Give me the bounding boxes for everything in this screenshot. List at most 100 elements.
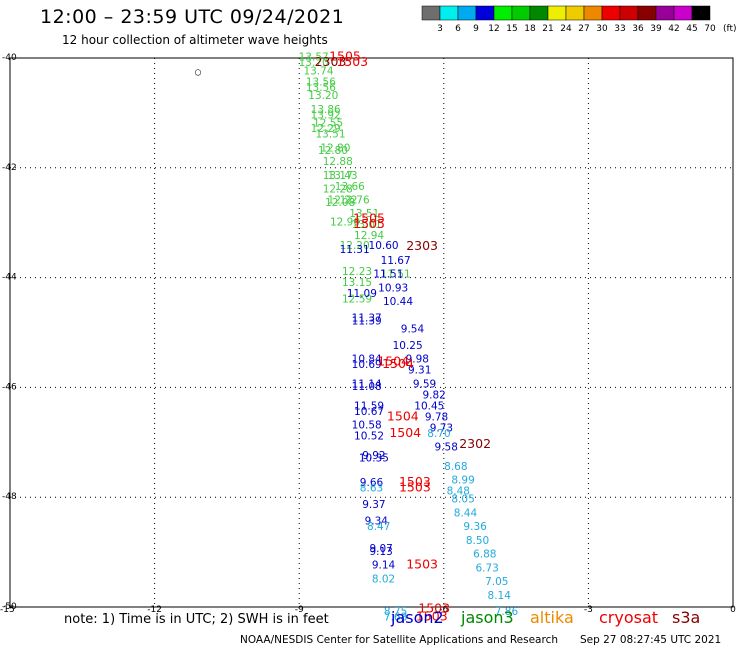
wave-height-label: 9.14 — [372, 560, 396, 572]
y-tick-label: -46 — [2, 382, 17, 392]
y-tick-label: -42 — [2, 163, 17, 173]
wave-height-label: 12.94 — [354, 230, 384, 242]
colorbar-swatch — [439, 5, 459, 21]
wave-height-label: 7.68 — [384, 612, 407, 624]
wave-height-label: 13.56 — [306, 76, 336, 88]
wave-height-label: 13.01 — [352, 219, 382, 231]
pass-time-label: 1503 — [406, 557, 438, 572]
colorbar-tick-label: 70 — [704, 24, 716, 34]
colorbar-tick-label: 21 — [542, 24, 553, 34]
wave-height-label: 11.59 — [354, 400, 384, 412]
colorbar-tick-label: 18 — [524, 24, 536, 34]
wave-height-label: 10.69 — [352, 359, 382, 371]
wave-height-label: 13.57 — [299, 52, 329, 64]
wave-height-label: 12.59 — [342, 293, 372, 305]
footer-timestamp: Sep 27 08:27:45 UTC 2021 — [580, 634, 722, 646]
wave-height-label: 9.13 — [369, 546, 392, 558]
wave-height-label: 8.75 — [384, 606, 407, 618]
wave-height-label: 13.86 — [311, 104, 341, 116]
colorbar-swatch — [583, 5, 603, 21]
wave-height-label: 12.23 — [342, 266, 372, 278]
wave-height-label: 11.31 — [340, 244, 370, 256]
wave-height-label: 8.14 — [488, 590, 512, 602]
y-tick-label: -44 — [2, 273, 17, 283]
y-tick-label: -40 — [2, 53, 17, 63]
wave-height-label: 9.78 — [425, 411, 448, 423]
wave-height-label: 13.56 — [306, 82, 336, 94]
colorbar-tick-label: 15 — [506, 24, 517, 34]
corner-tick-label: -15 — [0, 605, 15, 615]
wave-height-label: 7.86 — [495, 606, 519, 618]
pass-time-label: 1503 — [416, 609, 448, 624]
wave-height-label: 9.82 — [422, 389, 445, 401]
colorbar-tick-label: 12 — [488, 24, 499, 34]
wave-height-label: 8.68 — [444, 461, 467, 473]
wave-height-label: 9.07 — [369, 543, 392, 555]
wave-height-label: 12.80 — [318, 145, 348, 157]
chart-title: 12:00 – 23:59 UTC 09/24/2021 — [40, 6, 345, 28]
wave-height-label: 12.88 — [323, 156, 353, 168]
wave-height-label: 10.52 — [354, 431, 384, 443]
pass-time-label: 1504 — [377, 353, 409, 368]
x-tick-label: -9 — [295, 605, 304, 615]
wave-height-label: 13.92 — [311, 109, 341, 121]
wave-height-label: 13.66 — [335, 181, 365, 193]
wave-height-label: 9.58 — [435, 442, 458, 454]
colorbar-swatch — [475, 5, 495, 21]
colorbar-swatch — [619, 5, 639, 21]
colorbar-tick-label: 3 — [437, 24, 443, 34]
wave-height-label: 9.98 — [406, 354, 429, 366]
colorbar-swatch — [601, 5, 621, 21]
wave-height-label: 13.74 — [303, 65, 333, 77]
colorbar-swatch — [655, 5, 675, 21]
pass-time-label: 2303 — [406, 238, 438, 253]
wave-height-label: 9.31 — [408, 365, 431, 377]
wave-height-label: 11.39 — [352, 315, 382, 327]
wave-height-label: 9.36 — [463, 521, 487, 533]
island-marker: ○ — [194, 67, 201, 76]
wave-height-label: 8.05 — [451, 494, 474, 506]
legend-jason2: jason2 — [391, 608, 444, 627]
wave-height-label: 9.92 — [362, 450, 385, 462]
colorbar-swatch — [673, 5, 693, 21]
pass-time-label: 1503 — [399, 480, 431, 495]
colorbar-swatch — [691, 5, 711, 21]
colorbar-tick-label: 33 — [614, 24, 625, 34]
colorbar-swatch — [547, 5, 567, 21]
x-tick-label: -3 — [584, 605, 593, 615]
wave-height-label: 9.54 — [401, 324, 425, 336]
wave-height-label: 12.90 — [330, 216, 360, 228]
pass-time-label: 1505 — [329, 49, 361, 64]
wave-height-label: 9.37 — [362, 499, 385, 511]
pass-time-label: 1505 — [353, 216, 385, 231]
wave-height-label: 13.20 — [308, 90, 338, 102]
colorbar-tick-label: 42 — [668, 24, 679, 34]
wave-height-label: 11.51 — [373, 269, 403, 281]
x-tick-label: -12 — [147, 605, 162, 615]
colorbar-swatch — [493, 5, 513, 21]
wave-height-label: 8.02 — [372, 573, 395, 585]
legend-altika: altika — [530, 608, 574, 627]
wave-height-label: 9.66 — [360, 477, 384, 489]
colorbar-tick-label: 39 — [650, 24, 662, 34]
wave-height-label: 12.76 — [340, 194, 370, 206]
wave-height-label: 13.43 — [328, 170, 358, 182]
colorbar-swatch — [565, 5, 585, 21]
wave-height-label: 12.28 — [323, 184, 353, 196]
pass-time-label: 1505 — [353, 211, 385, 226]
legend-s3a: s3a — [672, 608, 701, 627]
wave-height-label: 8.47 — [367, 521, 390, 533]
plot-frame — [9, 57, 734, 608]
legend-jason3: jason3 — [461, 608, 514, 627]
wave-height-label: 12.80 — [320, 142, 350, 154]
wave-height-label: 12.08 — [325, 197, 355, 209]
wave-height-label: 8.48 — [447, 485, 470, 497]
wave-height-label: 12.29 — [311, 123, 341, 135]
colorbar-unit: (ft) — [723, 24, 737, 34]
pass-time-label: 1503 — [418, 600, 450, 615]
colorbar-tick-label: 6 — [455, 24, 461, 34]
wave-height-label: 8.50 — [466, 535, 489, 547]
wave-height-label: 10.60 — [369, 240, 399, 252]
colorbar-tick-label: 9 — [473, 24, 479, 34]
